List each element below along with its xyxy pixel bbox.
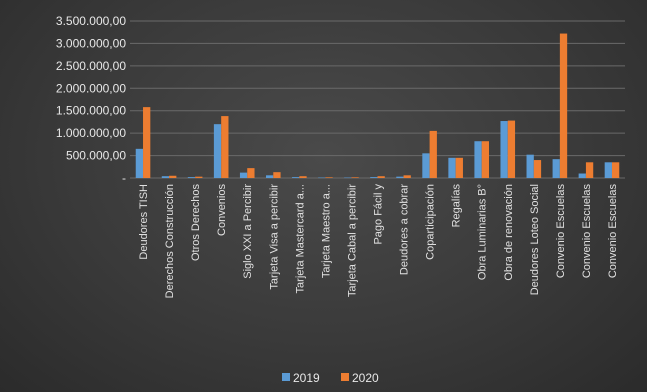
bars [135,33,620,179]
bar-2020 [377,176,385,178]
bar-2019 [292,177,300,178]
bar-2019 [396,176,404,178]
bar-2020 [351,177,359,178]
x-tick-label: Obra de renovación [503,184,515,281]
y-tick-label: 3.500.000,00 [56,14,126,28]
bar-2019 [344,177,352,179]
y-tick-label: 3.000.000,00 [56,36,126,50]
bar-2020 [325,177,333,178]
x-axis: Deudores TISH Derechos Construcción Otros … [138,184,619,299]
x-tick-label: Tarjeta Maestro a... [320,184,332,278]
x-tick-label: Convenios [216,184,228,236]
bar-2019 [448,157,456,178]
bar-2020 [247,168,255,178]
bar-2020 [429,130,437,178]
bar-2019 [187,177,196,178]
bar-2020 [559,33,568,179]
bar-2019 [318,177,326,179]
bar-2019 [578,173,586,178]
bar-2019 [422,153,430,178]
bar-2020 [455,157,463,178]
x-tick-label: Coparticipación [425,184,437,260]
bar-2020 [143,107,151,178]
x-tick-label: Regalías [451,184,463,228]
bar-2019 [552,159,560,178]
bar-2019 [526,154,534,178]
x-tick-label: Tarjeta Cabal a percibir [346,184,358,297]
x-tick-label: Deudores Loteo Social [529,184,541,295]
x-tick-label: Derechos Construcción [164,184,176,298]
y-tick-label: 1.500.000,00 [56,104,126,118]
bar-2019 [265,175,274,178]
legend-swatch-2019 [282,373,290,381]
x-tick-label: Pago Fácil y [373,184,385,245]
y-axis: 3.500.000,00 3.000.000,00 2.500.000,00 2.00… [56,14,126,185]
bar-2019 [604,162,612,178]
bar-2019 [370,177,378,178]
bar-2020 [611,162,620,178]
x-tick-label: Tarjeta Mastercard a... [294,184,306,293]
bar-2020 [481,141,490,178]
bar-2020 [403,175,411,178]
y-tick-label: 2.500.000,00 [56,59,126,73]
grid-lines [130,20,625,179]
y-tick-label: - [122,171,126,185]
y-tick-label: 500.000,00 [66,149,126,163]
bar-2020 [299,176,307,178]
legend-label-2019: 2019 [293,371,320,385]
y-tick-label: 1.000.000,00 [56,126,126,140]
x-tick-label: Convenio Escuelas [555,184,567,279]
bar-2020 [533,160,542,178]
y-tick-label: 2.000.000,00 [56,81,126,95]
bar-2019 [239,172,248,178]
x-tick-label: Tarjeta Visa a percibir [268,184,280,290]
x-tick-label: Deudores TISH [138,184,150,260]
bar-2020 [273,172,281,178]
bar-2020 [507,120,516,178]
legend-swatch-2020 [341,373,349,381]
bar-2019 [135,148,144,178]
bar-2020 [195,176,203,178]
bar-2019 [474,141,482,178]
bar-2020 [221,116,229,178]
bar-2019 [500,121,508,178]
bar-2020 [169,175,177,178]
bar-2020 [585,162,594,178]
legend: 2019 2020 [282,371,379,385]
bar-2019 [213,124,222,178]
x-tick-label: Siglo XXI a Percibir [242,184,254,279]
x-tick-label: Otros Derechos [190,184,202,262]
x-tick-label: Deudores a cobrar [399,184,411,275]
x-tick-label: Obra Luminarias B° [477,184,489,280]
bar-2019 [161,176,170,178]
x-tick-label: Convenio Escuelas [607,184,619,279]
x-tick-label: Convenio Escuelas [581,184,593,279]
legend-label-2020: 2020 [352,371,379,385]
